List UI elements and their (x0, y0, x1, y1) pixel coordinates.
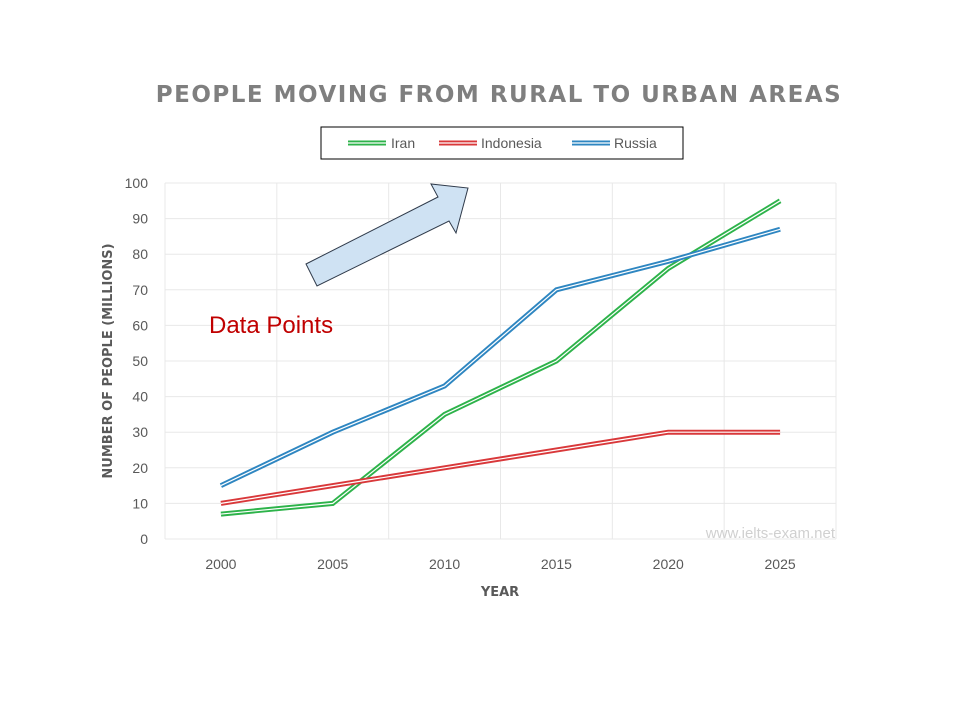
y-tick-label: 10 (132, 495, 148, 511)
legend-label: Iran (391, 135, 415, 151)
legend-item-indonesia: Indonesia (439, 135, 542, 151)
y-tick-label: 30 (132, 424, 148, 440)
y-tick-label: 70 (132, 282, 148, 298)
chart-title: PEOPLE MOVING FROM RURAL TO URBAN AREAS (156, 82, 842, 108)
y-tick-label: 50 (132, 353, 148, 369)
y-tick-label: 60 (132, 317, 148, 333)
y-tick-label: 20 (132, 460, 148, 476)
series-russia (219, 226, 781, 488)
y-tick-label: 0 (140, 531, 148, 547)
y-tick-label: 100 (125, 175, 149, 191)
legend: Iran Indonesia Russia (320, 126, 684, 160)
y-tick-label: 40 (132, 389, 148, 405)
y-tick-label: 80 (132, 246, 148, 262)
x-tick-label: 2025 (765, 556, 796, 572)
x-tick-label: 2020 (653, 556, 684, 572)
legend-label: Russia (614, 135, 657, 151)
legend-label: Indonesia (481, 135, 542, 151)
x-tick-label: 2010 (429, 556, 460, 572)
y-axis-title: NUMBER OF PEOPLE (MILLIONS) (101, 243, 116, 478)
series-indonesia (220, 429, 781, 506)
x-axis-title: YEAR (480, 585, 519, 600)
annotation-label: Data Points (209, 312, 333, 339)
legend-item-russia: Russia (572, 135, 657, 151)
y-tick-label: 90 (132, 211, 148, 227)
x-tick-label: 2015 (541, 556, 572, 572)
up-arrow-icon (305, 183, 469, 287)
x-tick-label: 2005 (317, 556, 348, 572)
series-line-inner (220, 431, 781, 504)
legend-item-iran: Iran (348, 135, 415, 151)
watermark: www.ielts-exam.net (705, 525, 836, 542)
x-tick-label: 2000 (205, 556, 236, 572)
series-line-inner (220, 228, 781, 487)
